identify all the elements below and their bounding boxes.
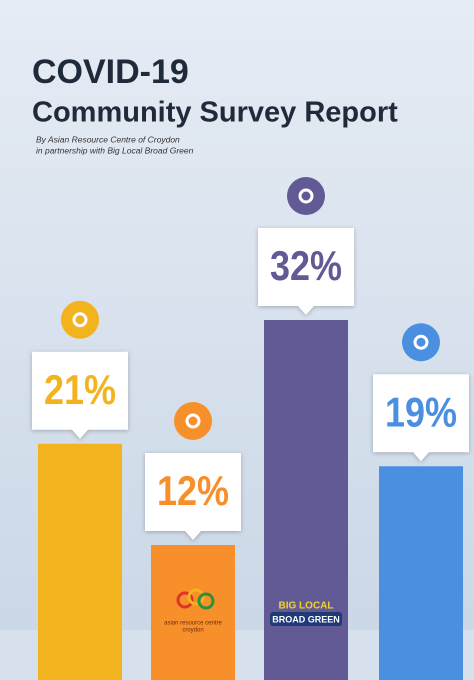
value-label: 12%: [157, 467, 229, 514]
logo-banner: [270, 612, 342, 626]
label-box: [373, 374, 469, 462]
icon: [174, 402, 212, 440]
byline: in partnership with Big Local Broad Gree…: [36, 145, 194, 155]
icon-glyph: [413, 334, 429, 350]
icon: [287, 177, 325, 215]
byline: By Asian Resource Centre of Croydon: [36, 134, 180, 144]
value-label: 19%: [385, 388, 457, 435]
icon: [402, 323, 440, 362]
bar: [38, 443, 122, 680]
logo-text: BIG LOCAL: [279, 601, 334, 612]
logo-text: BROAD GREEN: [272, 614, 340, 624]
logo-mark: [187, 588, 205, 606]
bar: [379, 466, 463, 680]
logo-mark: [176, 591, 194, 609]
label-box: [258, 228, 354, 315]
icon-glyph: [185, 413, 201, 429]
bar: [151, 545, 235, 680]
logo-mark: [197, 592, 215, 610]
value-label: 21%: [44, 366, 116, 413]
label-box: [32, 351, 128, 439]
value-label: 32%: [270, 242, 342, 289]
icon-glyph: [72, 312, 88, 328]
label-box: [145, 453, 241, 540]
logo-text: croydon: [182, 628, 203, 634]
logo-text: asian resource centre: [164, 621, 222, 627]
title: COVID-19: [32, 53, 189, 91]
subtitle: Community Survey Report: [32, 97, 398, 129]
icon-glyph: [298, 188, 314, 204]
icon: [61, 300, 99, 339]
